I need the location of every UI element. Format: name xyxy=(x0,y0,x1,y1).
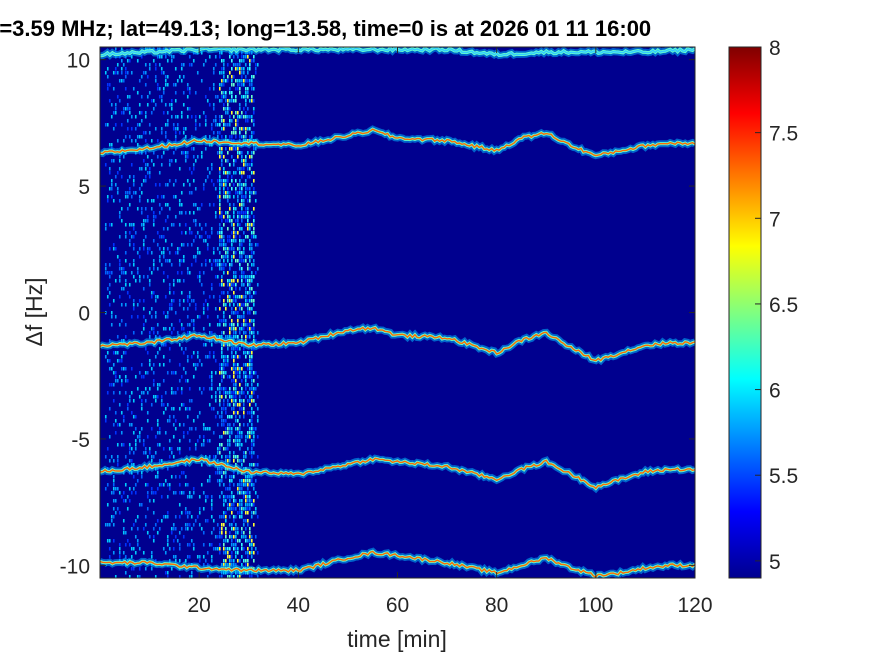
colorbar-tick-label: 8 xyxy=(769,37,781,60)
trace-line xyxy=(100,457,695,490)
y-tick-label: -10 xyxy=(60,555,90,578)
y-tick-label: 0 xyxy=(78,303,90,326)
trace-line xyxy=(100,326,695,362)
x-tick-label: 20 xyxy=(187,594,210,617)
x-axis-label: time [min] xyxy=(347,626,447,652)
chart-title: f=3.59 MHz; lat=49.13; long=13.58, time=… xyxy=(0,14,875,44)
x-axis: 20 40 60 80 100 120 xyxy=(187,47,713,617)
trace-line xyxy=(100,128,695,157)
y-tick-label: 5 xyxy=(78,176,90,199)
colorbar-tick-label: 5.5 xyxy=(769,465,798,488)
y-axis-label: Δf [Hz] xyxy=(21,277,47,346)
chart-title-text: f=3.59 MHz; lat=49.13; long=13.58, time=… xyxy=(0,16,652,41)
colorbar-tick-label: 6.5 xyxy=(769,294,798,317)
colorbar-tick-label: 5 xyxy=(769,551,781,574)
x-tick-label: 100 xyxy=(578,594,613,617)
colorbar-tick-label: 6 xyxy=(769,380,781,403)
x-tick-label: 60 xyxy=(386,594,409,617)
x-tick-label: 120 xyxy=(677,594,712,617)
colorbar xyxy=(729,47,761,578)
y-tick-label: 10 xyxy=(67,50,90,73)
colorbar-tick-label: 7.5 xyxy=(769,123,798,146)
y-axis: -10 -5 0 5 10 xyxy=(60,50,695,578)
x-tick-label: 80 xyxy=(485,594,508,617)
colorbar-ticks: 5 5.5 6 6.5 7 7.5 8 xyxy=(755,37,798,574)
x-tick-label: 40 xyxy=(287,594,310,617)
colorbar-frame xyxy=(728,46,762,579)
colorbar-tick-label: 7 xyxy=(769,208,781,231)
y-tick-label: -5 xyxy=(71,429,90,452)
